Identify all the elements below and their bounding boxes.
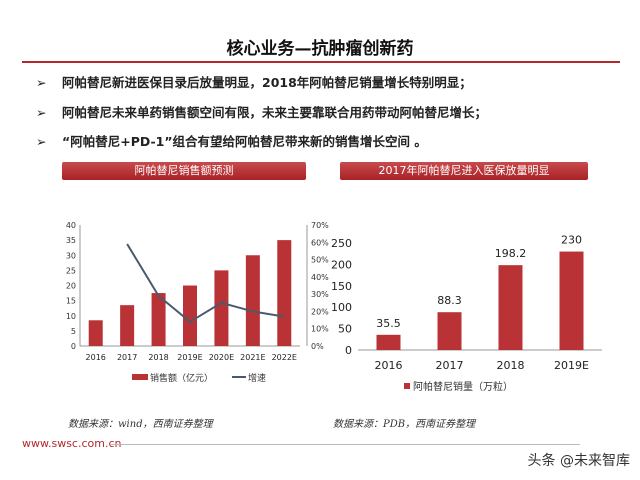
y2-tick-label: 20% [311, 307, 329, 316]
y-tick-label: 10 [66, 312, 76, 321]
x-tick-label: 2022E [272, 353, 297, 362]
bar-2016 [376, 334, 401, 350]
x-tick-label: 2016 [86, 353, 106, 362]
bar-2022E [277, 240, 292, 346]
data-label: 230 [561, 234, 582, 247]
x-tick-label: 2017 [117, 353, 137, 362]
y2-tick-label: 30% [311, 290, 329, 299]
legend-line-label: 增速 [248, 372, 266, 384]
section-header-volume: 2017年阿帕替尼进入医保放量明显 [340, 162, 588, 180]
x-tick-label: 2016 [375, 359, 403, 372]
y2-tick-label: 50% [311, 256, 329, 265]
legend-label: 阿帕替尼销量（万粒） [413, 380, 513, 393]
y-tick-label: 50 [338, 323, 352, 336]
y2-tick-label: 70% [311, 221, 329, 230]
y-tick-label: 200 [331, 258, 352, 271]
legend-swatch [404, 383, 410, 389]
bar-2016 [88, 320, 103, 346]
y-tick-label: 35 [66, 236, 76, 245]
footer-url[interactable]: www.swsc.com.cn [22, 437, 122, 450]
x-tick-label: 2019E [177, 353, 202, 362]
y-tick-label: 150 [331, 280, 352, 293]
y-tick-label: 0 [71, 342, 76, 351]
legend-bar-swatch [132, 374, 148, 380]
page-title: 核心业务—抗肿瘤创新药 [226, 39, 414, 59]
watermark: 头条 @未来智库 [527, 453, 630, 469]
y2-tick-label: 40% [311, 273, 329, 282]
x-tick-label: 2018 [148, 353, 168, 362]
y-tick-label: 25 [66, 266, 76, 275]
arrow-right-icon: ➢ [36, 134, 47, 149]
bar-2020E [214, 270, 229, 346]
y-tick-label: 30 [66, 251, 76, 260]
bullet-2: ➢ 阿帕替尼未来单药销售额空间有限，未来主要靠联合用药带动阿帕替尼增长； [36, 102, 487, 121]
bar-2021E [245, 255, 260, 346]
bar-2019E [559, 251, 584, 350]
title-divider [22, 61, 620, 63]
arrow-right-icon: ➢ [36, 75, 47, 90]
y2-tick-label: 10% [311, 325, 329, 334]
bullet-text: 阿帕替尼未来单药销售额空间有限，未来主要靠联合用药带动阿帕替尼增长； [62, 105, 488, 120]
legend-bar-label: 销售额（亿元） [150, 372, 213, 384]
bar-2017 [437, 312, 462, 350]
y-tick-label: 100 [331, 301, 352, 314]
x-tick-label: 2020E [209, 353, 234, 362]
y-tick-label: 15 [66, 297, 76, 306]
y-tick-label: 0 [345, 344, 352, 357]
source-note-left: 数据来源：wind，西南证券整理 [68, 419, 213, 430]
bar-2018 [498, 265, 523, 350]
x-tick-label: 2017 [436, 359, 464, 372]
data-label: 198.2 [495, 247, 527, 260]
bar-2018 [151, 293, 166, 346]
bullet-text: “阿帕替尼+PD-1”组合有望给阿帕替尼带来新的销售增长空间 。 [62, 134, 427, 149]
x-tick-label: 2019E [554, 359, 589, 372]
x-tick-label: 2021E [240, 353, 265, 362]
y-tick-label: 5 [71, 327, 76, 336]
bullet-text: 阿帕替尼新进医保目录后放量明显，2018年阿帕替尼销量增长特别明显； [62, 75, 472, 90]
data-label: 88.3 [437, 294, 462, 307]
x-tick-label: 2018 [497, 359, 525, 372]
bullet-3: ➢ “阿帕替尼+PD-1”组合有望给阿帕替尼带来新的销售增长空间 。 [36, 131, 427, 150]
source-note-right: 数据来源：PDB，西南证券整理 [333, 419, 476, 430]
bar-2019E [183, 285, 197, 346]
bullet-1: ➢ 阿帕替尼新进医保目录后放量明显，2018年阿帕替尼销量增长特别明显； [36, 72, 472, 91]
arrow-right-icon: ➢ [36, 105, 47, 120]
bar-2017 [120, 305, 135, 346]
growth-line [126, 243, 285, 324]
y2-tick-label: 60% [311, 238, 329, 247]
y2-tick-label: 0% [311, 342, 324, 351]
footer-divider [110, 444, 580, 445]
section-header-sales-forecast: 阿帕替尼销售额预测 [62, 162, 306, 180]
y-tick-label: 250 [331, 237, 352, 250]
y-tick-label: 40 [66, 221, 76, 230]
data-label: 35.5 [376, 317, 401, 330]
y-tick-label: 20 [66, 282, 76, 291]
